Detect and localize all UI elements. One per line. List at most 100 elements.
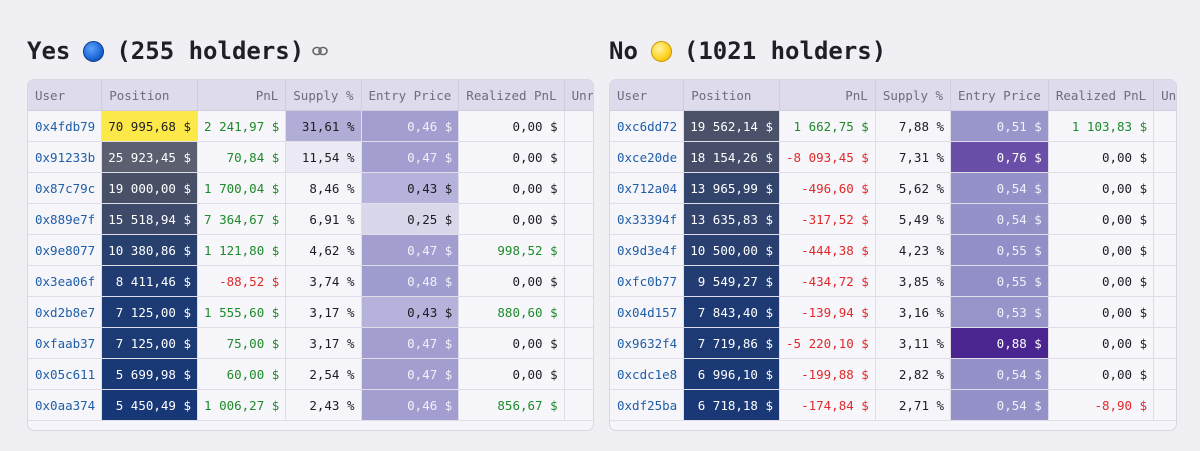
user-address-link[interactable]: 0x91233b [35,149,96,165]
no-title-word: No [609,37,638,65]
user-address-link[interactable]: 0x889e7f [35,211,96,227]
column-header-pnl[interactable]: PnL [779,80,876,111]
user-address-link[interactable]: 0x0aa374 [35,397,96,413]
cell-supply: 3,16 % [875,296,952,328]
column-header-supply[interactable]: Supply % [875,80,952,111]
user-address-link[interactable]: 0xfaab37 [35,335,96,351]
column-header-pnl[interactable]: PnL [197,80,287,111]
user-address-link[interactable]: 0xc6dd72 [617,118,678,134]
cell-user: 0x712a04 [610,172,685,204]
column-header-realized[interactable]: Realized PnL [458,80,565,111]
user-address-link[interactable]: 0x3ea06f [35,273,96,289]
link-icon[interactable] [312,46,329,56]
table-row: 0xd2b8e7 7 125,00 $1 555,60 $3,17 % 0,43 $… [28,296,593,328]
cell-entry-price: 0,88 $ [950,327,1049,359]
cell-position: 15 518,94 $ [101,203,199,235]
column-header-user[interactable]: User [28,80,103,111]
cell-user: 0xfaab37 [28,327,103,359]
cell-unrealized-pnl [1153,172,1176,204]
cell-realized-pnl: 856,67 $ [458,389,565,421]
cell-pnl: -317,52 $ [779,203,876,235]
cell-pnl: 1 555,60 $ [197,296,287,328]
cell-supply: 3,17 % [285,296,362,328]
user-address-link[interactable]: 0xd2b8e7 [35,304,96,320]
user-address-link[interactable]: 0xfc0b77 [617,273,678,289]
cell-position: 7 125,00 $ [101,296,199,328]
table-header-row: User Position PnL Supply % Entry Price Realiz… [610,80,1176,111]
cell-unrealized-pnl [1153,234,1176,266]
cell-user: 0x3ea06f [28,265,103,297]
table-row: 0x889e7f 15 518,94 $7 364,67 $6,91 % 0,25 … [28,203,593,235]
cell-user: 0xdf25ba [610,389,685,421]
column-header-user[interactable]: User [610,80,685,111]
cell-supply: 2,71 % [875,389,952,421]
cell-unrealized-pnl [1153,265,1176,297]
column-header-position[interactable]: Position [101,80,199,111]
user-address-link[interactable]: 0x712a04 [617,180,678,196]
cell-entry-price: 0,55 $ [950,234,1049,266]
cell-pnl: -139,94 $ [779,296,876,328]
cell-realized-pnl: 0,00 $ [458,110,565,142]
cell-position: 9 549,27 $ [683,265,781,297]
user-address-link[interactable]: 0x04d157 [617,304,678,320]
user-address-link[interactable]: 0xdf25ba [617,397,678,413]
cell-supply: 3,74 % [285,265,362,297]
cell-unrealized-pnl [564,389,593,421]
cell-unrealized-pnl [1153,141,1176,173]
cell-entry-price: 0,47 $ [361,141,460,173]
cell-user: 0x04d157 [610,296,685,328]
user-address-link[interactable]: 0x33394f [617,211,678,227]
cell-unrealized-pnl [564,141,593,173]
column-header-unrealized[interactable]: Unre [1153,80,1176,111]
cell-position: 10 380,86 $ [101,234,199,266]
cell-user: 0x9e8077 [28,234,103,266]
cell-pnl: 1 121,80 $ [197,234,287,266]
cell-user: 0xcdc1e8 [610,358,685,390]
column-header-entry[interactable]: Entry Price [361,80,460,111]
cell-supply: 7,88 % [875,110,952,142]
cell-realized-pnl: -8,90 $ [1048,389,1155,421]
cell-supply: 2,43 % [285,389,362,421]
cell-pnl: -8 093,45 $ [779,141,876,173]
user-address-link[interactable]: 0x4fdb79 [35,118,96,134]
cell-unrealized-pnl [564,172,593,204]
column-header-entry[interactable]: Entry Price [950,80,1049,111]
column-header-supply[interactable]: Supply % [285,80,362,111]
cell-position: 10 500,00 $ [683,234,781,266]
cell-supply: 8,46 % [285,172,362,204]
cell-entry-price: 0,46 $ [361,110,460,142]
user-address-link[interactable]: 0xcdc1e8 [617,366,678,382]
cell-user: 0xc6dd72 [610,110,685,142]
user-address-link[interactable]: 0x9e8077 [35,242,96,258]
cell-unrealized-pnl [564,358,593,390]
column-header-position[interactable]: Position [683,80,781,111]
cell-position: 7 125,00 $ [101,327,199,359]
column-header-realized[interactable]: Realized PnL [1048,80,1155,111]
user-address-link[interactable]: 0xce20de [617,149,678,165]
cell-unrealized-pnl [564,296,593,328]
cell-supply: 7,31 % [875,141,952,173]
cell-position: 25 923,45 $ [101,141,199,173]
cell-position: 5 699,98 $ [101,358,199,390]
cell-unrealized-pnl [564,110,593,142]
cell-entry-price: 0,76 $ [950,141,1049,173]
cell-position: 6 996,10 $ [683,358,781,390]
user-address-link[interactable]: 0x9d3e4f [617,242,678,258]
user-address-link[interactable]: 0x9632f4 [617,335,678,351]
cell-entry-price: 0,48 $ [361,265,460,297]
user-address-link[interactable]: 0x87c79c [35,180,96,196]
table-row: 0xfc0b77 9 549,27 $ -434,72 $3,85 % 0,55 $0… [610,265,1176,297]
cell-realized-pnl: 0,00 $ [1048,265,1155,297]
cell-realized-pnl: 0,00 $ [1048,296,1155,328]
cell-pnl: -434,72 $ [779,265,876,297]
cell-pnl: 1 662,75 $ [779,110,876,142]
cell-supply: 5,49 % [875,203,952,235]
cell-entry-price: 0,54 $ [950,203,1049,235]
column-header-unrealized[interactable]: Unre [564,80,593,111]
cell-unrealized-pnl [1153,389,1176,421]
cell-unrealized-pnl [564,327,593,359]
cell-pnl: -88,52 $ [197,265,287,297]
cell-entry-price: 0,53 $ [950,296,1049,328]
user-address-link[interactable]: 0x05c611 [35,366,96,382]
cell-supply: 5,62 % [875,172,952,204]
